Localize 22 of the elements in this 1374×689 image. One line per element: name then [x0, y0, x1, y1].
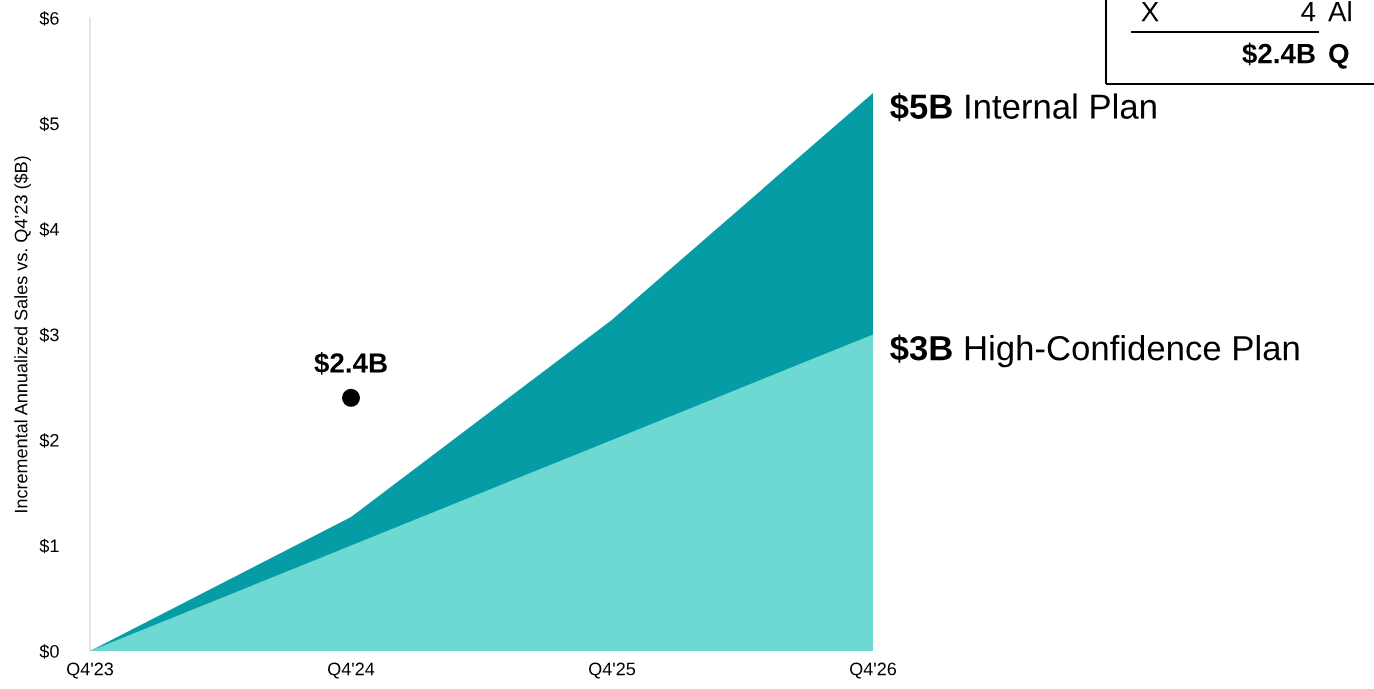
text: Q — [1329, 43, 1349, 69]
y-tick-label: $4 — [39, 222, 59, 237]
text: X — [1141, 2, 1159, 22]
text: Internal Plan — [966, 93, 1156, 119]
y-tick-label: $3 — [39, 327, 59, 343]
x-tick-label: Q4'25 — [589, 662, 636, 679]
y-axis-title: Incremental Annualized Sales vs. Q4’23 ($B) — [13, 156, 32, 512]
x-tick-label: Q4'26 — [850, 662, 897, 679]
text: High-Confidence Plan — [965, 334, 1299, 368]
x-tick-label: Q4'24 — [328, 662, 375, 679]
data-label: $5B — [890, 92, 952, 122]
text: 4 — [1301, 2, 1316, 22]
y-tick-label: $1 — [39, 538, 59, 554]
text: $2.4B — [1242, 42, 1315, 66]
y-tick-label: $2 — [39, 433, 59, 448]
y-tick-label: $6 — [39, 11, 59, 26]
data-label: $3B — [890, 334, 952, 363]
text: Al — [1328, 1, 1351, 22]
y-tick-label: $0 — [39, 644, 59, 659]
y-tick-label: $5 — [39, 116, 59, 132]
x-tick-label: Q4'23 — [67, 662, 114, 679]
data-label: $2.4B — [314, 351, 387, 375]
